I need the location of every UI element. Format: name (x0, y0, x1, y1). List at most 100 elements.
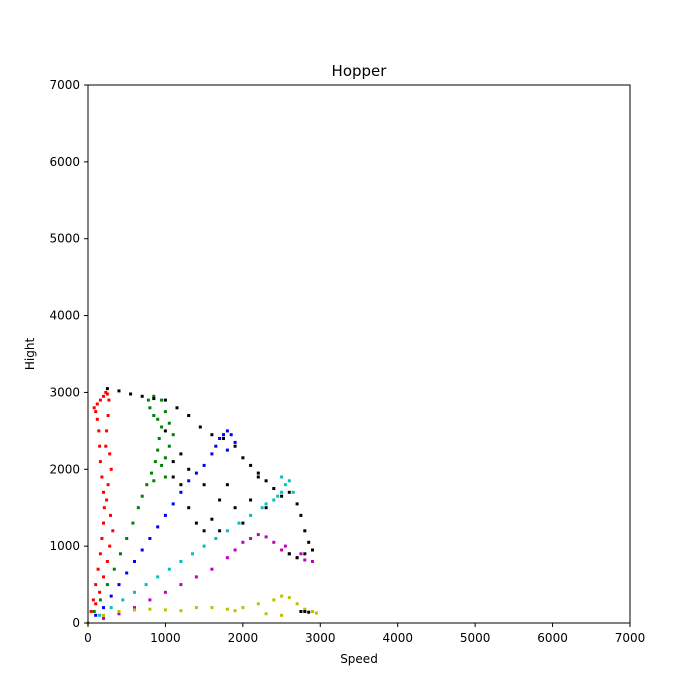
point-series-2-19 (222, 433, 225, 437)
point-series-0-15 (94, 410, 98, 414)
point-series-3-15 (260, 506, 264, 510)
point-series-1-2 (98, 598, 102, 602)
point-series-1-10 (145, 483, 149, 487)
point-series-6-12 (241, 456, 245, 460)
point-series-6-48 (307, 610, 311, 614)
point-series-2-2 (102, 606, 105, 610)
point-series-0-35 (98, 590, 102, 594)
point-series-6-7 (187, 414, 191, 417)
point-series-0-5 (98, 552, 102, 556)
point-series-6-19 (295, 502, 299, 506)
point-series-2-7 (140, 548, 144, 552)
point-series-0-17 (95, 402, 99, 406)
point-series-6-34 (218, 498, 222, 502)
point-series-2-18 (218, 437, 222, 440)
point-series-1-1 (92, 610, 96, 613)
point-series-0-29 (105, 498, 109, 502)
point-series-6-37 (241, 521, 245, 525)
point-series-5-12 (272, 598, 276, 602)
point-series-2-23 (225, 448, 229, 452)
point-series-2-8 (148, 537, 152, 540)
point-series-6-44 (202, 483, 206, 487)
point-series-6-17 (280, 494, 284, 498)
point-series-3-23 (264, 502, 268, 506)
point-series-6-31 (194, 521, 198, 525)
point-series-3-18 (283, 483, 287, 487)
point-series-5-13 (280, 594, 284, 598)
point-series-5-16 (303, 607, 307, 611)
point-series-2-1 (94, 613, 98, 617)
x-tick-label-7: 7000 (615, 631, 646, 645)
point-series-1-8 (136, 506, 140, 510)
point-series-3-3 (121, 598, 125, 602)
chart-title: Hopper (332, 62, 388, 80)
point-series-3-14 (249, 513, 253, 517)
point-series-0-12 (98, 444, 102, 448)
point-series-3-2 (109, 606, 113, 610)
x-tick-label-4: 4000 (382, 631, 413, 645)
point-series-5-21 (233, 609, 237, 613)
point-series-6-10 (222, 437, 225, 440)
x-tick-label-0: 0 (84, 631, 92, 645)
x-tick-label-2: 2000 (228, 631, 259, 645)
point-series-5-1 (102, 613, 105, 617)
point-series-1-14 (157, 437, 161, 440)
point-series-2-14 (194, 471, 198, 475)
point-series-0-32 (108, 544, 112, 548)
point-series-4-12 (249, 537, 253, 540)
point-series-4-6 (179, 583, 183, 587)
point-series-3-11 (214, 537, 218, 540)
point-series-6-15 (264, 479, 268, 483)
point-series-6-4 (152, 397, 156, 401)
point-series-6-27 (163, 429, 167, 433)
x-tick-label-5: 5000 (460, 631, 491, 645)
point-series-1-29 (152, 479, 156, 483)
y-tick-label-3: 3000 (49, 385, 80, 399)
point-series-1-9 (140, 494, 144, 498)
point-series-3-13 (237, 521, 241, 525)
point-series-6-42 (171, 475, 175, 479)
point-series-1-22 (163, 410, 167, 414)
point-series-0-18 (98, 398, 102, 402)
point-series-3-1 (98, 613, 102, 617)
plot-frame (87, 84, 631, 624)
point-series-2-12 (179, 490, 183, 494)
point-series-0-11 (98, 460, 102, 464)
point-series-3-9 (191, 552, 194, 556)
point-series-3-17 (280, 490, 284, 494)
point-series-2-11 (171, 502, 175, 506)
point-series-3-6 (156, 575, 160, 579)
point-series-0-7 (102, 521, 105, 525)
y-tick-label-5: 5000 (49, 232, 80, 246)
y-tick-label-1: 1000 (49, 539, 80, 553)
point-series-3-22 (276, 494, 280, 498)
point-series-1-3 (105, 583, 109, 587)
point-series-1-18 (148, 406, 152, 410)
point-series-3-12 (225, 529, 229, 533)
point-series-5-2 (117, 610, 121, 613)
point-series-2-13 (187, 479, 191, 483)
point-series-1-27 (160, 463, 164, 467)
x-tick-label-1: 1000 (150, 631, 181, 645)
point-series-6-5 (163, 398, 167, 402)
point-series-1-15 (160, 425, 164, 429)
point-series-1-17 (152, 414, 156, 417)
point-series-6-14 (256, 471, 260, 475)
point-series-1-23 (167, 421, 171, 425)
point-series-6-18 (287, 490, 291, 494)
point-series-0-3 (94, 583, 98, 587)
point-series-5-14 (287, 596, 291, 600)
point-series-5-19 (280, 613, 284, 617)
point-series-6-45 (218, 529, 222, 533)
point-series-6-35 (225, 483, 229, 487)
point-series-0-20 (104, 390, 108, 394)
point-series-5-7 (194, 606, 198, 610)
point-series-0-23 (106, 414, 110, 417)
point-series-2-3 (109, 594, 113, 598)
point-series-0-31 (111, 529, 115, 533)
point-series-2-17 (214, 444, 218, 448)
point-series-0-27 (109, 467, 113, 471)
y-tick-label-7: 7000 (49, 78, 80, 92)
point-series-6-40 (264, 506, 268, 510)
